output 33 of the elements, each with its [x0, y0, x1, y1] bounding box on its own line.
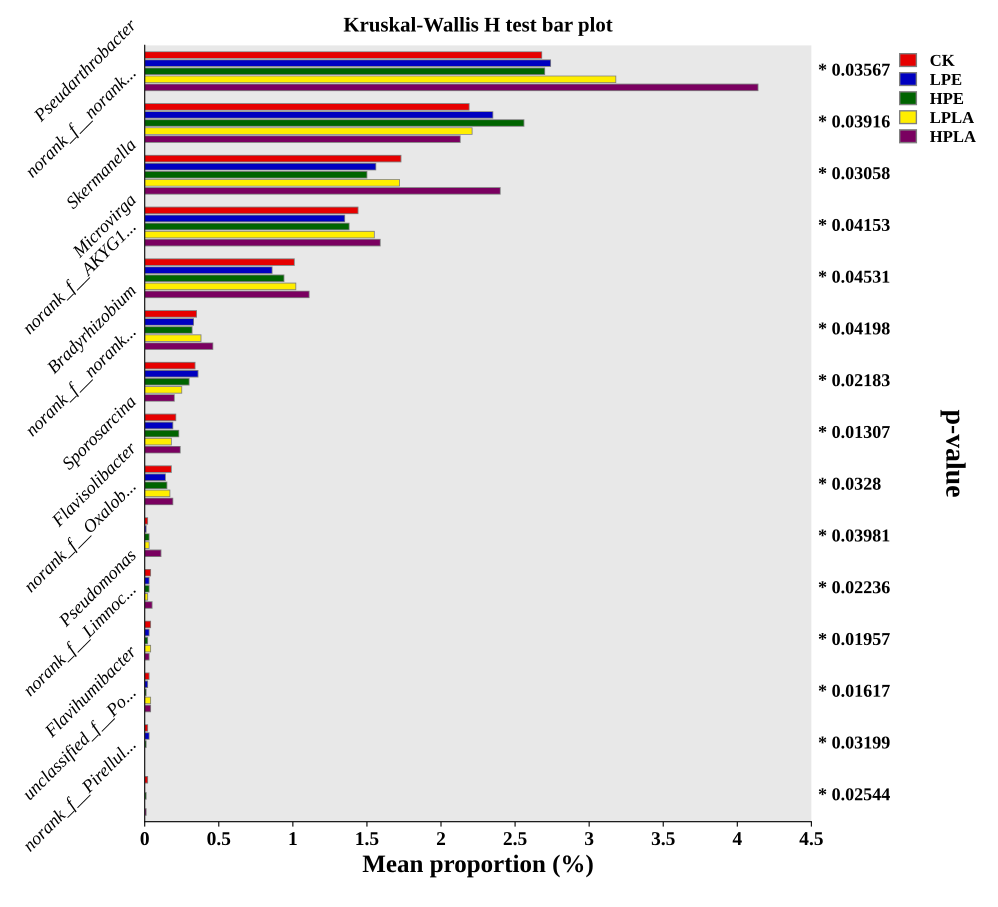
x-tick-label: 0 [140, 832, 149, 846]
x-tick-label: 1 [290, 832, 297, 845]
legend-label: LPE [930, 74, 962, 85]
x-tick-label: 0.5 [207, 832, 230, 846]
text: * 0.02236 [818, 581, 890, 594]
x-tick-label: 4 [732, 832, 742, 845]
text: * 0.0328 [818, 478, 881, 490]
text: * 0.03058 [818, 167, 890, 180]
text: * 0.04153 [818, 218, 890, 232]
text: * 0.01957 [818, 632, 890, 646]
text: * 0.03199 [818, 736, 890, 749]
legend-label: HPLA [930, 131, 976, 142]
x-tick-label: 4.5 [799, 832, 823, 846]
text: * 0.02183 [818, 374, 890, 386]
x-tick-label: 2.5 [504, 832, 527, 846]
y2-axis-title: p-value [940, 410, 966, 497]
legend-label: LPLA [930, 112, 974, 123]
legend-label: CK [930, 54, 955, 66]
text: * 0.04531 [818, 270, 890, 283]
text: * 0.03981 [818, 529, 890, 542]
text: * 0.03567 [818, 64, 890, 76]
x-tick-label: 3 [585, 832, 594, 846]
text: * 0.04198 [818, 322, 890, 335]
text: * 0.01617 [818, 684, 890, 697]
x-tick-label: 1.5 [356, 832, 378, 846]
text: * 0.02544 [818, 788, 890, 800]
chart-title: Kruskal-Wallis H test bar plot [344, 17, 613, 36]
x-tick-label: 2 [436, 832, 446, 845]
x-tick-label: 3.5 [652, 832, 675, 846]
text: * 0.03916 [818, 115, 890, 128]
legend-label: HPE [930, 93, 964, 104]
x-axis-title: Mean proportion (%) [362, 854, 593, 878]
text: * 0.01307 [818, 426, 890, 438]
